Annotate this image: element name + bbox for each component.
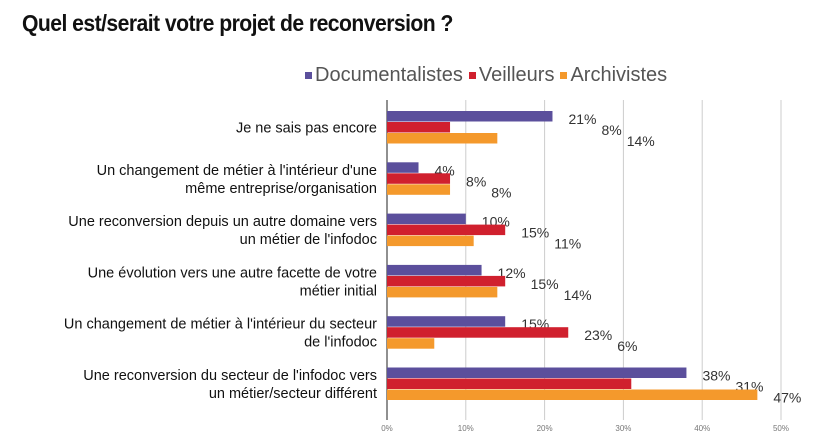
category-label: Une évolution vers une autre facette de …	[88, 265, 377, 281]
category-label: Je ne sais pas encore	[236, 121, 377, 137]
bar-documentalistes	[387, 111, 553, 122]
category-label: un métier de l'infodoc	[240, 232, 377, 248]
category-label: Un changement de métier à l'intérieur d'…	[97, 163, 377, 179]
data-label: 6%	[617, 338, 637, 354]
legend-swatch	[305, 72, 312, 80]
bar-veilleurs	[387, 122, 451, 133]
data-label: 23%	[584, 327, 612, 343]
bar-archivistes	[387, 184, 451, 195]
data-label: 15%	[521, 225, 549, 241]
bar-veilleurs	[387, 224, 506, 236]
category-label: Une reconversion du secteur de l'infodoc…	[83, 368, 377, 384]
bar-documentalistes	[387, 367, 687, 378]
data-label: 11%	[554, 236, 581, 252]
x-tick-label: 30%	[615, 424, 631, 433]
bar-documentalistes	[387, 162, 419, 173]
bar-archivistes	[387, 235, 474, 247]
data-label: 14%	[564, 287, 592, 303]
data-label: 21%	[568, 111, 596, 127]
chart-title: Quel est/serait votre projet de reconver…	[22, 10, 453, 36]
category-label: de l'infodoc	[304, 335, 377, 351]
x-tick-label: 20%	[537, 424, 553, 433]
bar-veilleurs	[387, 327, 569, 338]
category-label: même entreprise/organisation	[185, 181, 377, 197]
data-label: 8%	[466, 173, 486, 189]
bar-veilleurs	[387, 378, 632, 389]
legend-item: Documentalistes	[305, 64, 463, 86]
legend-item: Archivistes	[560, 64, 667, 86]
legend-swatch	[560, 72, 568, 80]
legend-label: Documentalistes	[315, 64, 463, 86]
legend-label: Archivistes	[570, 64, 668, 86]
category-label: Une reconversion depuis un autre domaine…	[68, 214, 377, 230]
data-label: 15%	[531, 276, 559, 292]
bar-documentalistes	[387, 264, 482, 276]
bar-documentalistes	[387, 316, 506, 327]
legend-item: Veilleurs	[468, 64, 555, 86]
data-label: 8%	[491, 184, 511, 200]
x-tick-label: 10%	[458, 424, 474, 433]
category-label: métier initial	[300, 283, 377, 299]
bar-archivistes	[387, 286, 498, 298]
data-label: 8%	[602, 122, 622, 138]
category-label: Un changement de métier à l'intérieur du…	[64, 317, 377, 333]
bar-archivistes	[387, 389, 758, 400]
bar-archivistes	[387, 338, 435, 349]
data-label: 38%	[702, 368, 730, 384]
bar-archivistes	[387, 133, 498, 144]
x-tick-label: 0%	[381, 424, 393, 433]
legend-label: Veilleurs	[478, 64, 555, 86]
x-tick-label: 50%	[773, 424, 789, 433]
bar-veilleurs	[387, 275, 506, 287]
data-label: 14%	[627, 133, 655, 149]
legend: Documentalistes Veilleurs Archivistes	[305, 64, 673, 87]
data-label: 47%	[773, 390, 801, 406]
legend-swatch	[468, 72, 476, 80]
x-tick-label: 40%	[694, 424, 710, 433]
category-label: un métier/secteur différent	[209, 386, 377, 402]
bar-veilleurs	[387, 173, 451, 184]
bar-documentalistes	[387, 213, 466, 225]
